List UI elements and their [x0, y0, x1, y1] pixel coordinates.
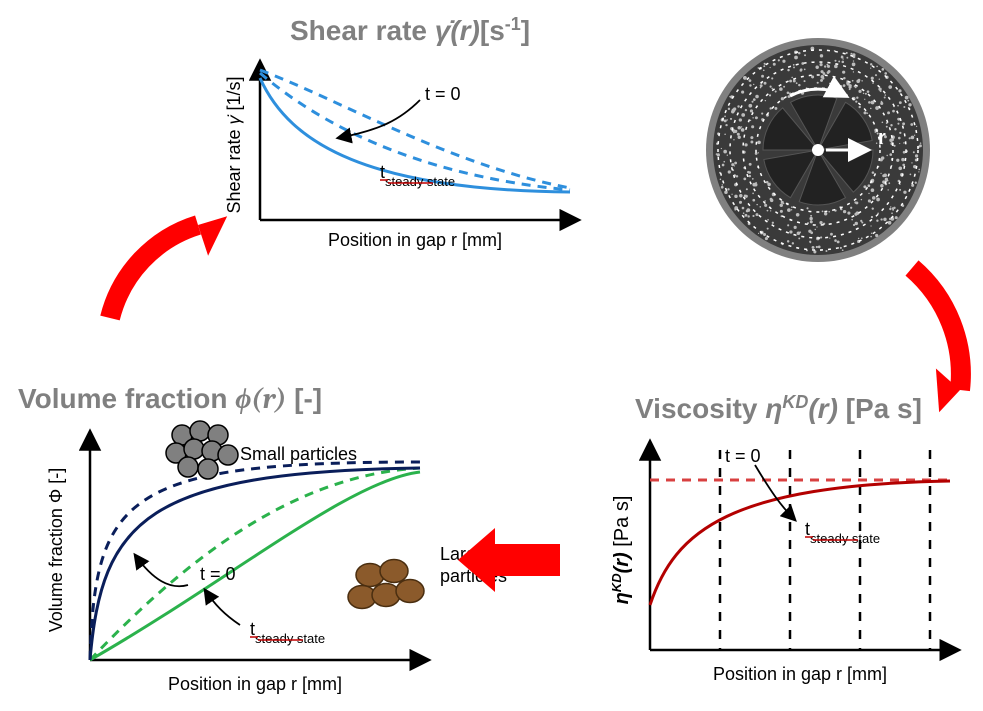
large-particles-icon [348, 560, 424, 609]
shear-xlabel: Position in gap r [mm] [328, 230, 502, 250]
rheometer-icon: r [706, 38, 930, 262]
rheometer-r-label: r [878, 127, 886, 149]
small-particles-label: Small particles [240, 444, 357, 464]
shear-ylabel: Shear rate γ̇ [1/s] [224, 76, 244, 213]
visc-ylabel: ηKD(r) [Pa s] [609, 496, 634, 605]
vf-xlabel: Position in gap r [mm] [168, 674, 342, 694]
viscosity-title: Viscosity ηKD(r) [Pa s] [635, 392, 922, 424]
small-particles-icon [166, 421, 238, 479]
viscosity-chart: t = 0 tsteady state Position in gap r [mm]… [609, 442, 959, 684]
visc-curve-ss [650, 481, 950, 605]
visc-t0-label: t = 0 [725, 446, 761, 466]
vf-ylabel: Volume fraction Φ [-] [46, 468, 66, 632]
volfrac-title: Volume fraction ϕ(r) [-] [18, 383, 322, 415]
shear-chart: t = 0tsteady statePosition in gap r [mm]… [224, 62, 578, 250]
shear-curve-t0 [260, 70, 570, 188]
volfrac-chart: t = 0tsteady stateSmall particlesLargepa… [46, 421, 507, 694]
visc-tss-label: tsteady state [805, 519, 880, 546]
cycle-arrow-tl [110, 225, 198, 318]
vf-tss-arrow [205, 590, 240, 625]
shear-t0-arrow [338, 100, 420, 138]
visc-xlabel: Position in gap r [mm] [713, 664, 887, 684]
vf-t0-label: t = 0 [200, 564, 236, 584]
vf-t0-arrow [135, 555, 188, 586]
shear-title: Shear rate γ̇(r)[s-1] [290, 14, 530, 46]
shear-t0-label: t = 0 [425, 84, 461, 104]
vf-tss-label: tsteady state [250, 619, 325, 646]
